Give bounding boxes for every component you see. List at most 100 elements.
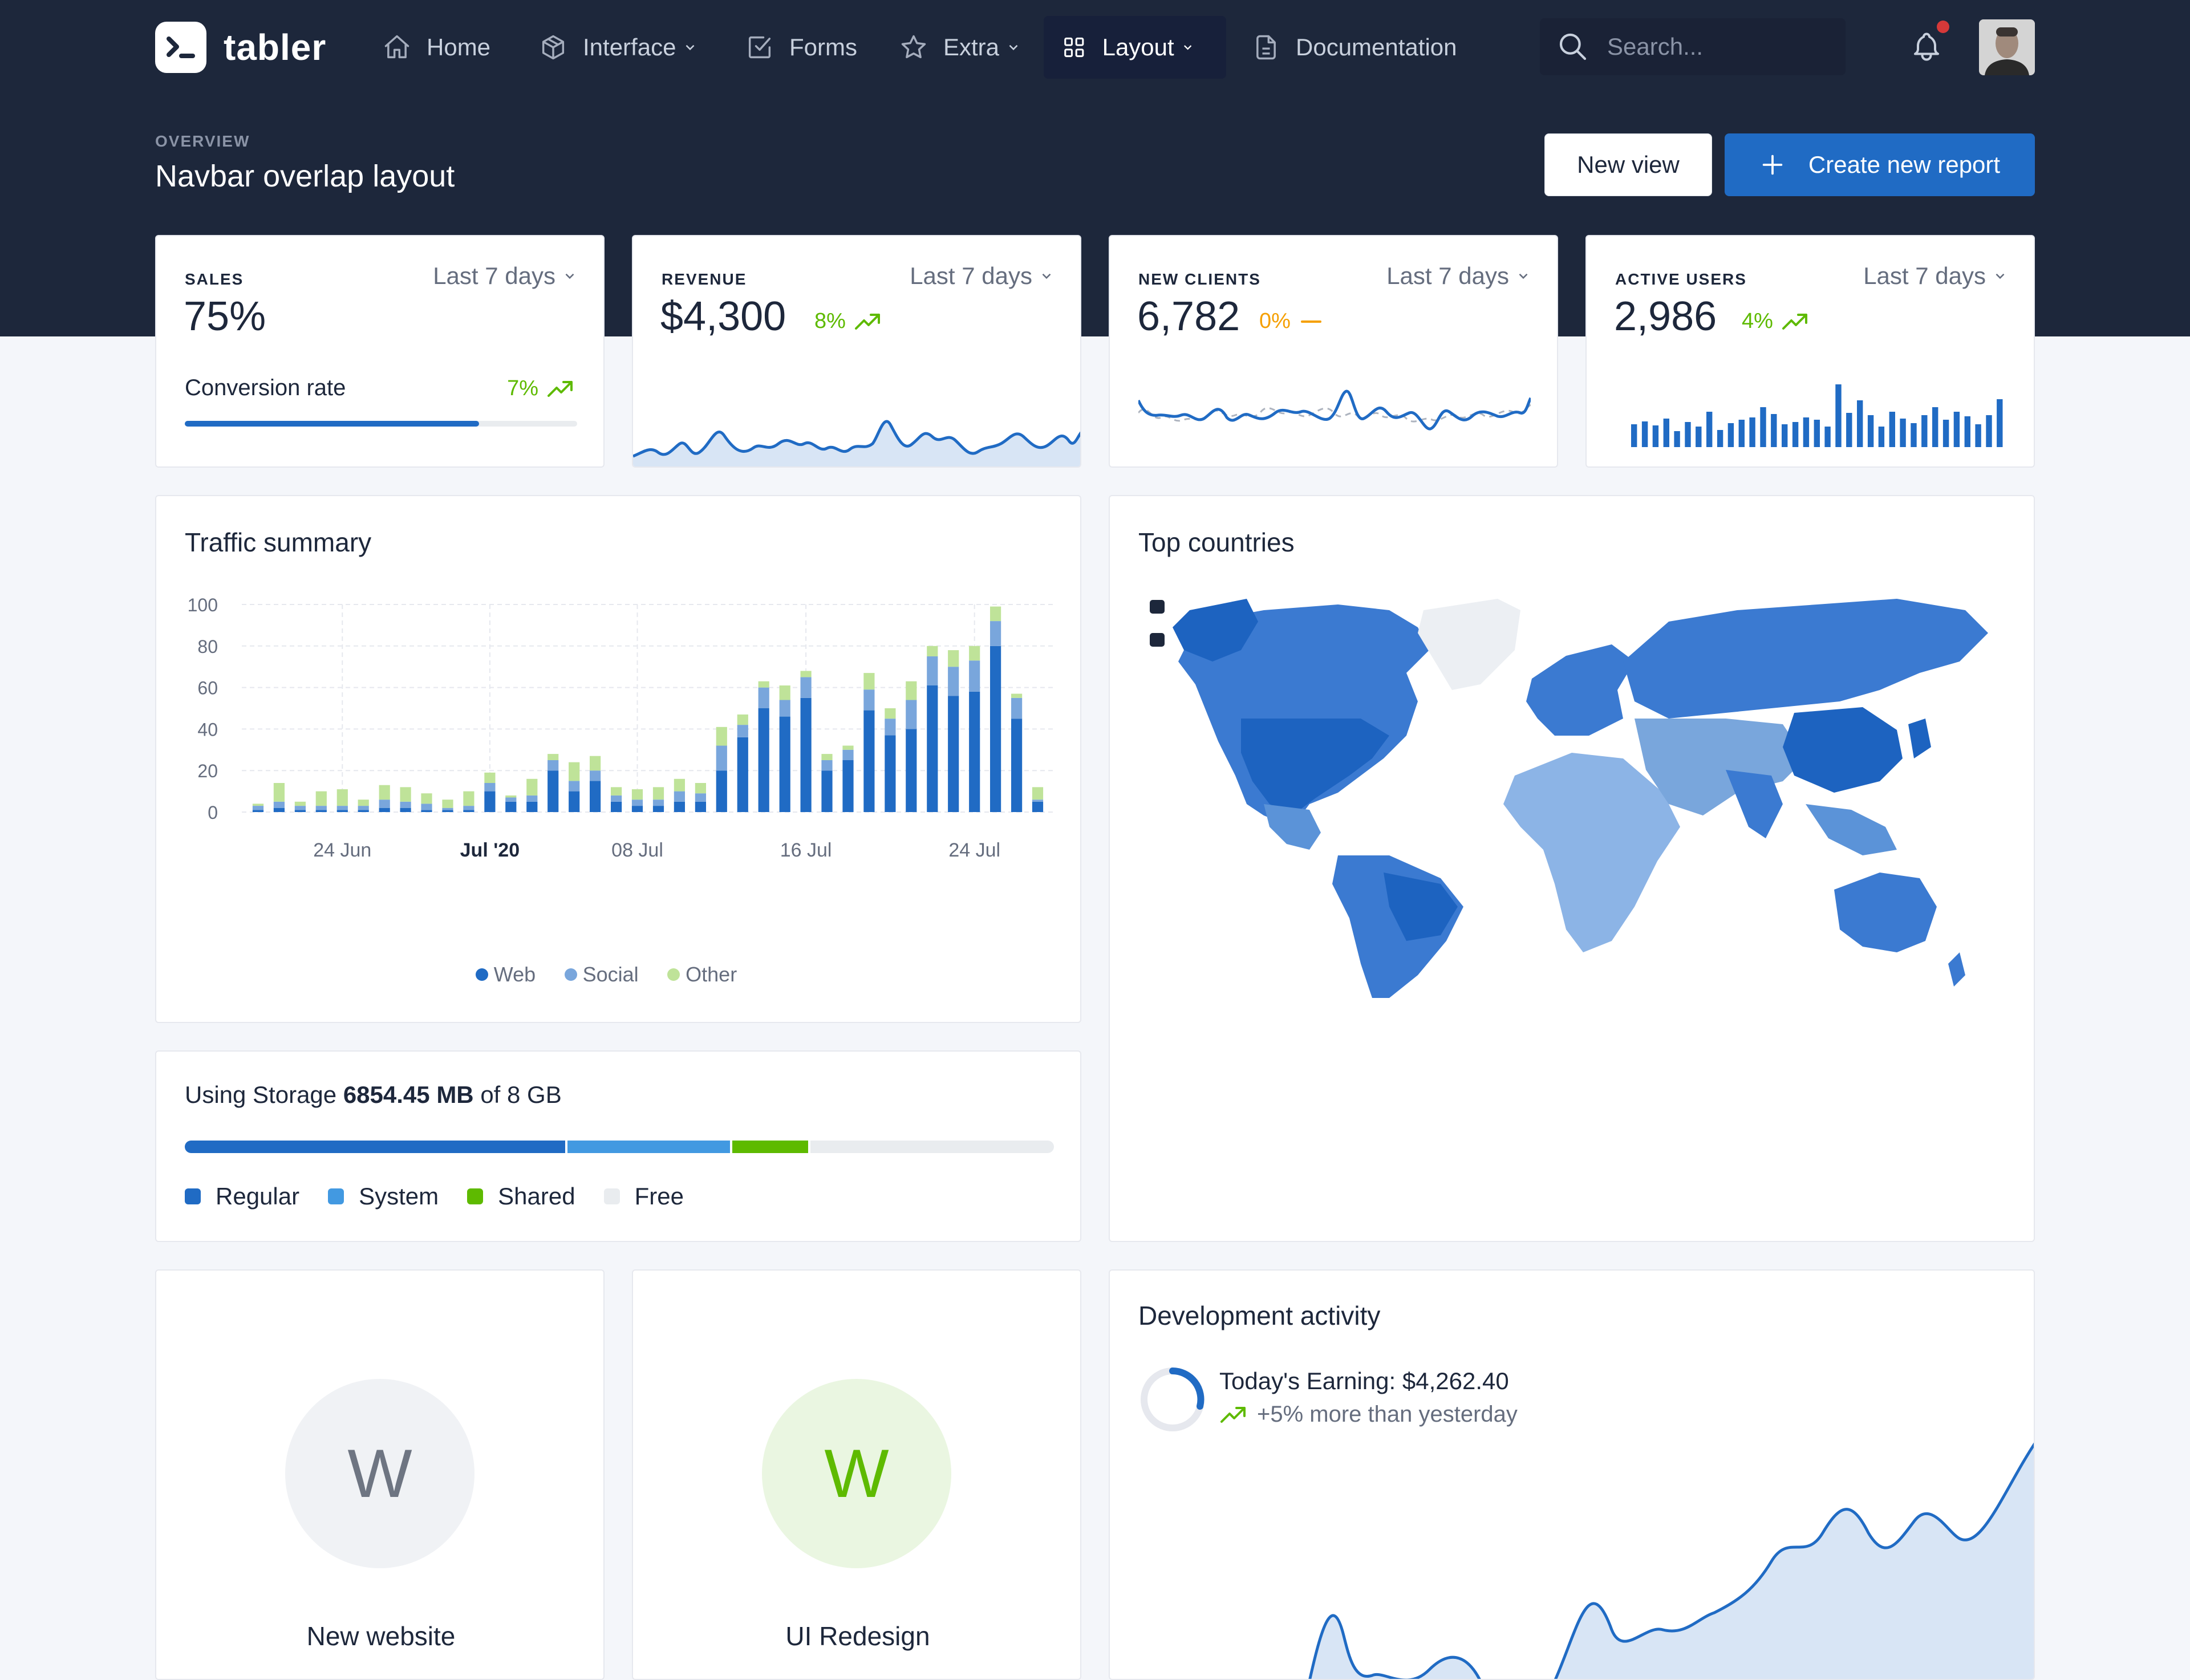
- bar-other[interactable]: [927, 646, 938, 656]
- bar-social[interactable]: [294, 806, 306, 810]
- bar-web[interactable]: [948, 696, 959, 812]
- bar-other[interactable]: [611, 787, 622, 796]
- bar-other[interactable]: [273, 783, 285, 802]
- bar-web[interactable]: [631, 806, 643, 812]
- map-zoom-out[interactable]: [1150, 633, 1165, 647]
- bar-other[interactable]: [315, 791, 327, 806]
- bar-web[interactable]: [737, 737, 748, 812]
- bar-other[interactable]: [842, 745, 854, 750]
- new-clients-period-dropdown[interactable]: Last 7 days: [1386, 262, 1531, 290]
- bar-social[interactable]: [863, 689, 875, 711]
- bar-web[interactable]: [526, 801, 538, 812]
- map-greenland[interactable]: [1418, 599, 1520, 690]
- bar-other[interactable]: [526, 778, 538, 796]
- bar-other[interactable]: [800, 671, 812, 677]
- bar-web[interactable]: [421, 810, 432, 812]
- world-map[interactable]: [1121, 587, 2022, 998]
- legend-other[interactable]: Other: [667, 963, 737, 987]
- bar-social[interactable]: [505, 797, 517, 802]
- bar-social[interactable]: [969, 660, 980, 692]
- project-card-new-website[interactable]: W New website: [155, 1269, 605, 1680]
- bar-social[interactable]: [611, 795, 622, 802]
- bar-other[interactable]: [779, 685, 790, 700]
- map-zoom-in[interactable]: [1150, 600, 1165, 614]
- bar-other[interactable]: [695, 783, 706, 794]
- sales-period-dropdown[interactable]: Last 7 days: [433, 262, 577, 290]
- bar-other[interactable]: [863, 673, 875, 690]
- bar-web[interactable]: [674, 801, 685, 812]
- bar-other[interactable]: [336, 789, 348, 806]
- bar-social[interactable]: [1032, 800, 1044, 802]
- bar-other[interactable]: [1032, 787, 1044, 800]
- brand[interactable]: tabler: [155, 22, 326, 73]
- project-card-ui-redesign[interactable]: W UI Redesign: [632, 1269, 1081, 1680]
- bar-web[interactable]: [252, 810, 264, 812]
- bar-social[interactable]: [695, 793, 706, 802]
- bar-other[interactable]: [716, 727, 727, 746]
- bar-social[interactable]: [990, 621, 1001, 646]
- bar-web[interactable]: [379, 807, 390, 812]
- bell-icon[interactable]: [1909, 30, 1944, 64]
- map-india[interactable]: [1726, 770, 1783, 838]
- bar-social[interactable]: [716, 745, 727, 771]
- bar-web[interactable]: [505, 801, 517, 812]
- map-usa[interactable]: [1241, 719, 1389, 815]
- map-brazil[interactable]: [1384, 873, 1458, 941]
- bar-web[interactable]: [358, 810, 369, 812]
- bar-web[interactable]: [821, 770, 833, 812]
- bar-other[interactable]: [906, 681, 917, 700]
- bar-web[interactable]: [442, 810, 453, 812]
- bar-other[interactable]: [358, 800, 369, 806]
- bar-web[interactable]: [294, 810, 306, 812]
- bar-web[interactable]: [969, 691, 980, 812]
- bar-social[interactable]: [631, 800, 643, 806]
- nav-interface[interactable]: Interface: [521, 16, 729, 79]
- bar-other[interactable]: [1011, 693, 1023, 698]
- bar-web[interactable]: [273, 807, 285, 812]
- bar-other[interactable]: [463, 791, 474, 806]
- bar-other[interactable]: [442, 800, 453, 808]
- nav-extra[interactable]: Extra: [882, 16, 1053, 79]
- bar-other[interactable]: [821, 754, 833, 760]
- bar-web[interactable]: [463, 810, 474, 812]
- bar-other[interactable]: [737, 714, 748, 725]
- create-report-button[interactable]: Create new report: [1725, 133, 2035, 196]
- bar-other[interactable]: [969, 646, 980, 661]
- bar-web[interactable]: [842, 760, 854, 812]
- nav-home[interactable]: Home: [365, 16, 508, 79]
- bar-other[interactable]: [652, 787, 664, 800]
- map-europe[interactable]: [1526, 644, 1635, 736]
- active-users-period-dropdown[interactable]: Last 7 days: [1863, 262, 2008, 290]
- bar-web[interactable]: [336, 810, 348, 812]
- map-mexico[interactable]: [1264, 804, 1321, 850]
- bar-social[interactable]: [674, 791, 685, 802]
- nav-documentation[interactable]: Documentation: [1234, 16, 1474, 79]
- bar-other[interactable]: [505, 795, 517, 798]
- bar-social[interactable]: [421, 804, 432, 810]
- bar-social[interactable]: [779, 700, 790, 717]
- bar-social[interactable]: [842, 749, 854, 760]
- bar-social[interactable]: [548, 760, 559, 771]
- map-australia[interactable]: [1834, 873, 1937, 952]
- bar-other[interactable]: [758, 681, 769, 688]
- bar-web[interactable]: [1011, 719, 1023, 812]
- bar-web[interactable]: [863, 710, 875, 812]
- bar-social[interactable]: [927, 656, 938, 685]
- bar-other[interactable]: [990, 606, 1001, 622]
- bar-social[interactable]: [821, 760, 833, 771]
- bar-other[interactable]: [548, 754, 559, 760]
- bar-other[interactable]: [631, 789, 643, 800]
- bar-social[interactable]: [400, 801, 411, 808]
- bar-social[interactable]: [463, 806, 474, 810]
- bar-social[interactable]: [379, 800, 390, 808]
- map-china[interactable]: [1783, 707, 1903, 793]
- map-alaska[interactable]: [1173, 599, 1258, 662]
- bar-other[interactable]: [400, 787, 411, 802]
- legend-web[interactable]: Web: [475, 963, 536, 987]
- bar-social[interactable]: [758, 687, 769, 708]
- map-new-zealand[interactable]: [1948, 952, 1965, 987]
- bar-web[interactable]: [1032, 801, 1044, 812]
- bar-other[interactable]: [569, 762, 580, 781]
- bar-web[interactable]: [652, 806, 664, 812]
- bar-web[interactable]: [716, 770, 727, 812]
